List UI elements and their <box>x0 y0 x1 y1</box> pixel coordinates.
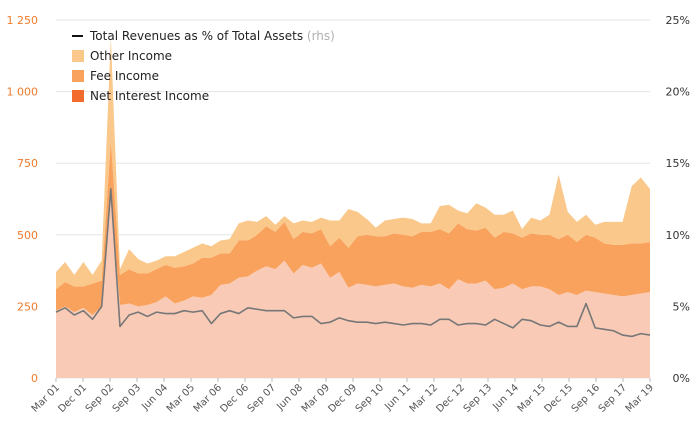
x-tick-label: Mar 06 <box>192 382 224 414</box>
left-tick-label: 500 <box>17 229 38 242</box>
legend-label: Total Revenues as % of Total Assets (rhs… <box>89 29 335 43</box>
right-tick-label: 5% <box>673 300 690 313</box>
right-tick-label: 25% <box>666 14 690 27</box>
legend-swatch <box>72 50 84 62</box>
x-tick-label: Dec 01 <box>56 382 89 415</box>
left-tick-label: 750 <box>17 157 38 170</box>
right-tick-label: 0% <box>673 372 690 385</box>
right-axis-ticks: 0% 5% 10% 15% 20% 25% <box>666 14 690 385</box>
x-tick-label: Sep 02 <box>84 382 116 414</box>
area-series <box>56 37 650 378</box>
x-tick-label: Mar 09 <box>300 382 332 414</box>
legend-label: Net Interest Income <box>90 89 209 103</box>
right-tick-label: 20% <box>666 86 690 99</box>
legend-label: Fee Income <box>90 69 159 83</box>
legend-label: Other Income <box>90 49 172 63</box>
area-fee-income <box>56 140 650 315</box>
line-series <box>55 188 651 338</box>
x-tick-label: Mar 05 <box>165 382 197 414</box>
x-tick-label: Mar 01 <box>30 382 62 414</box>
left-tick-label: 0 <box>31 372 38 385</box>
x-tick-label: Sep 03 <box>111 382 143 414</box>
legend-swatch <box>72 90 84 102</box>
legend: Total Revenues as % of Total Assets (rhs… <box>72 29 335 103</box>
left-tick-label: 1 000 <box>7 86 39 99</box>
right-tick-label: 10% <box>666 229 690 242</box>
x-tick-label: Sep 17 <box>597 382 629 414</box>
left-tick-label: 1 250 <box>7 14 39 27</box>
x-tick-label: Dec 09 <box>326 382 359 415</box>
x-tick-label: Sep 07 <box>246 382 278 414</box>
area-net-interest-income <box>56 197 650 378</box>
x-tick-label: Sep 16 <box>570 382 602 414</box>
x-tick-label: Sep 10 <box>354 382 386 414</box>
left-tick-label: 250 <box>17 300 38 313</box>
x-tick-label: Mar 12 <box>408 382 440 414</box>
area-other-income <box>56 37 650 290</box>
x-tick-label: Mar 19 <box>624 382 656 414</box>
legend-swatch <box>72 70 84 82</box>
x-tick-label: Dec 06 <box>218 382 251 415</box>
left-axis-ticks: 0 250 500 750 1 000 1 250 <box>7 14 39 385</box>
legend-label-suffix: (rhs) <box>307 29 335 43</box>
x-tick-label: Dec 15 <box>542 382 575 415</box>
line-total-revenues-pct <box>55 188 651 338</box>
x-tick-label: Dec 12 <box>434 382 467 415</box>
x-tick-label: Mar 15 <box>516 382 548 414</box>
right-tick-label: 15% <box>666 157 690 170</box>
x-tick-label: Sep 13 <box>462 382 494 414</box>
